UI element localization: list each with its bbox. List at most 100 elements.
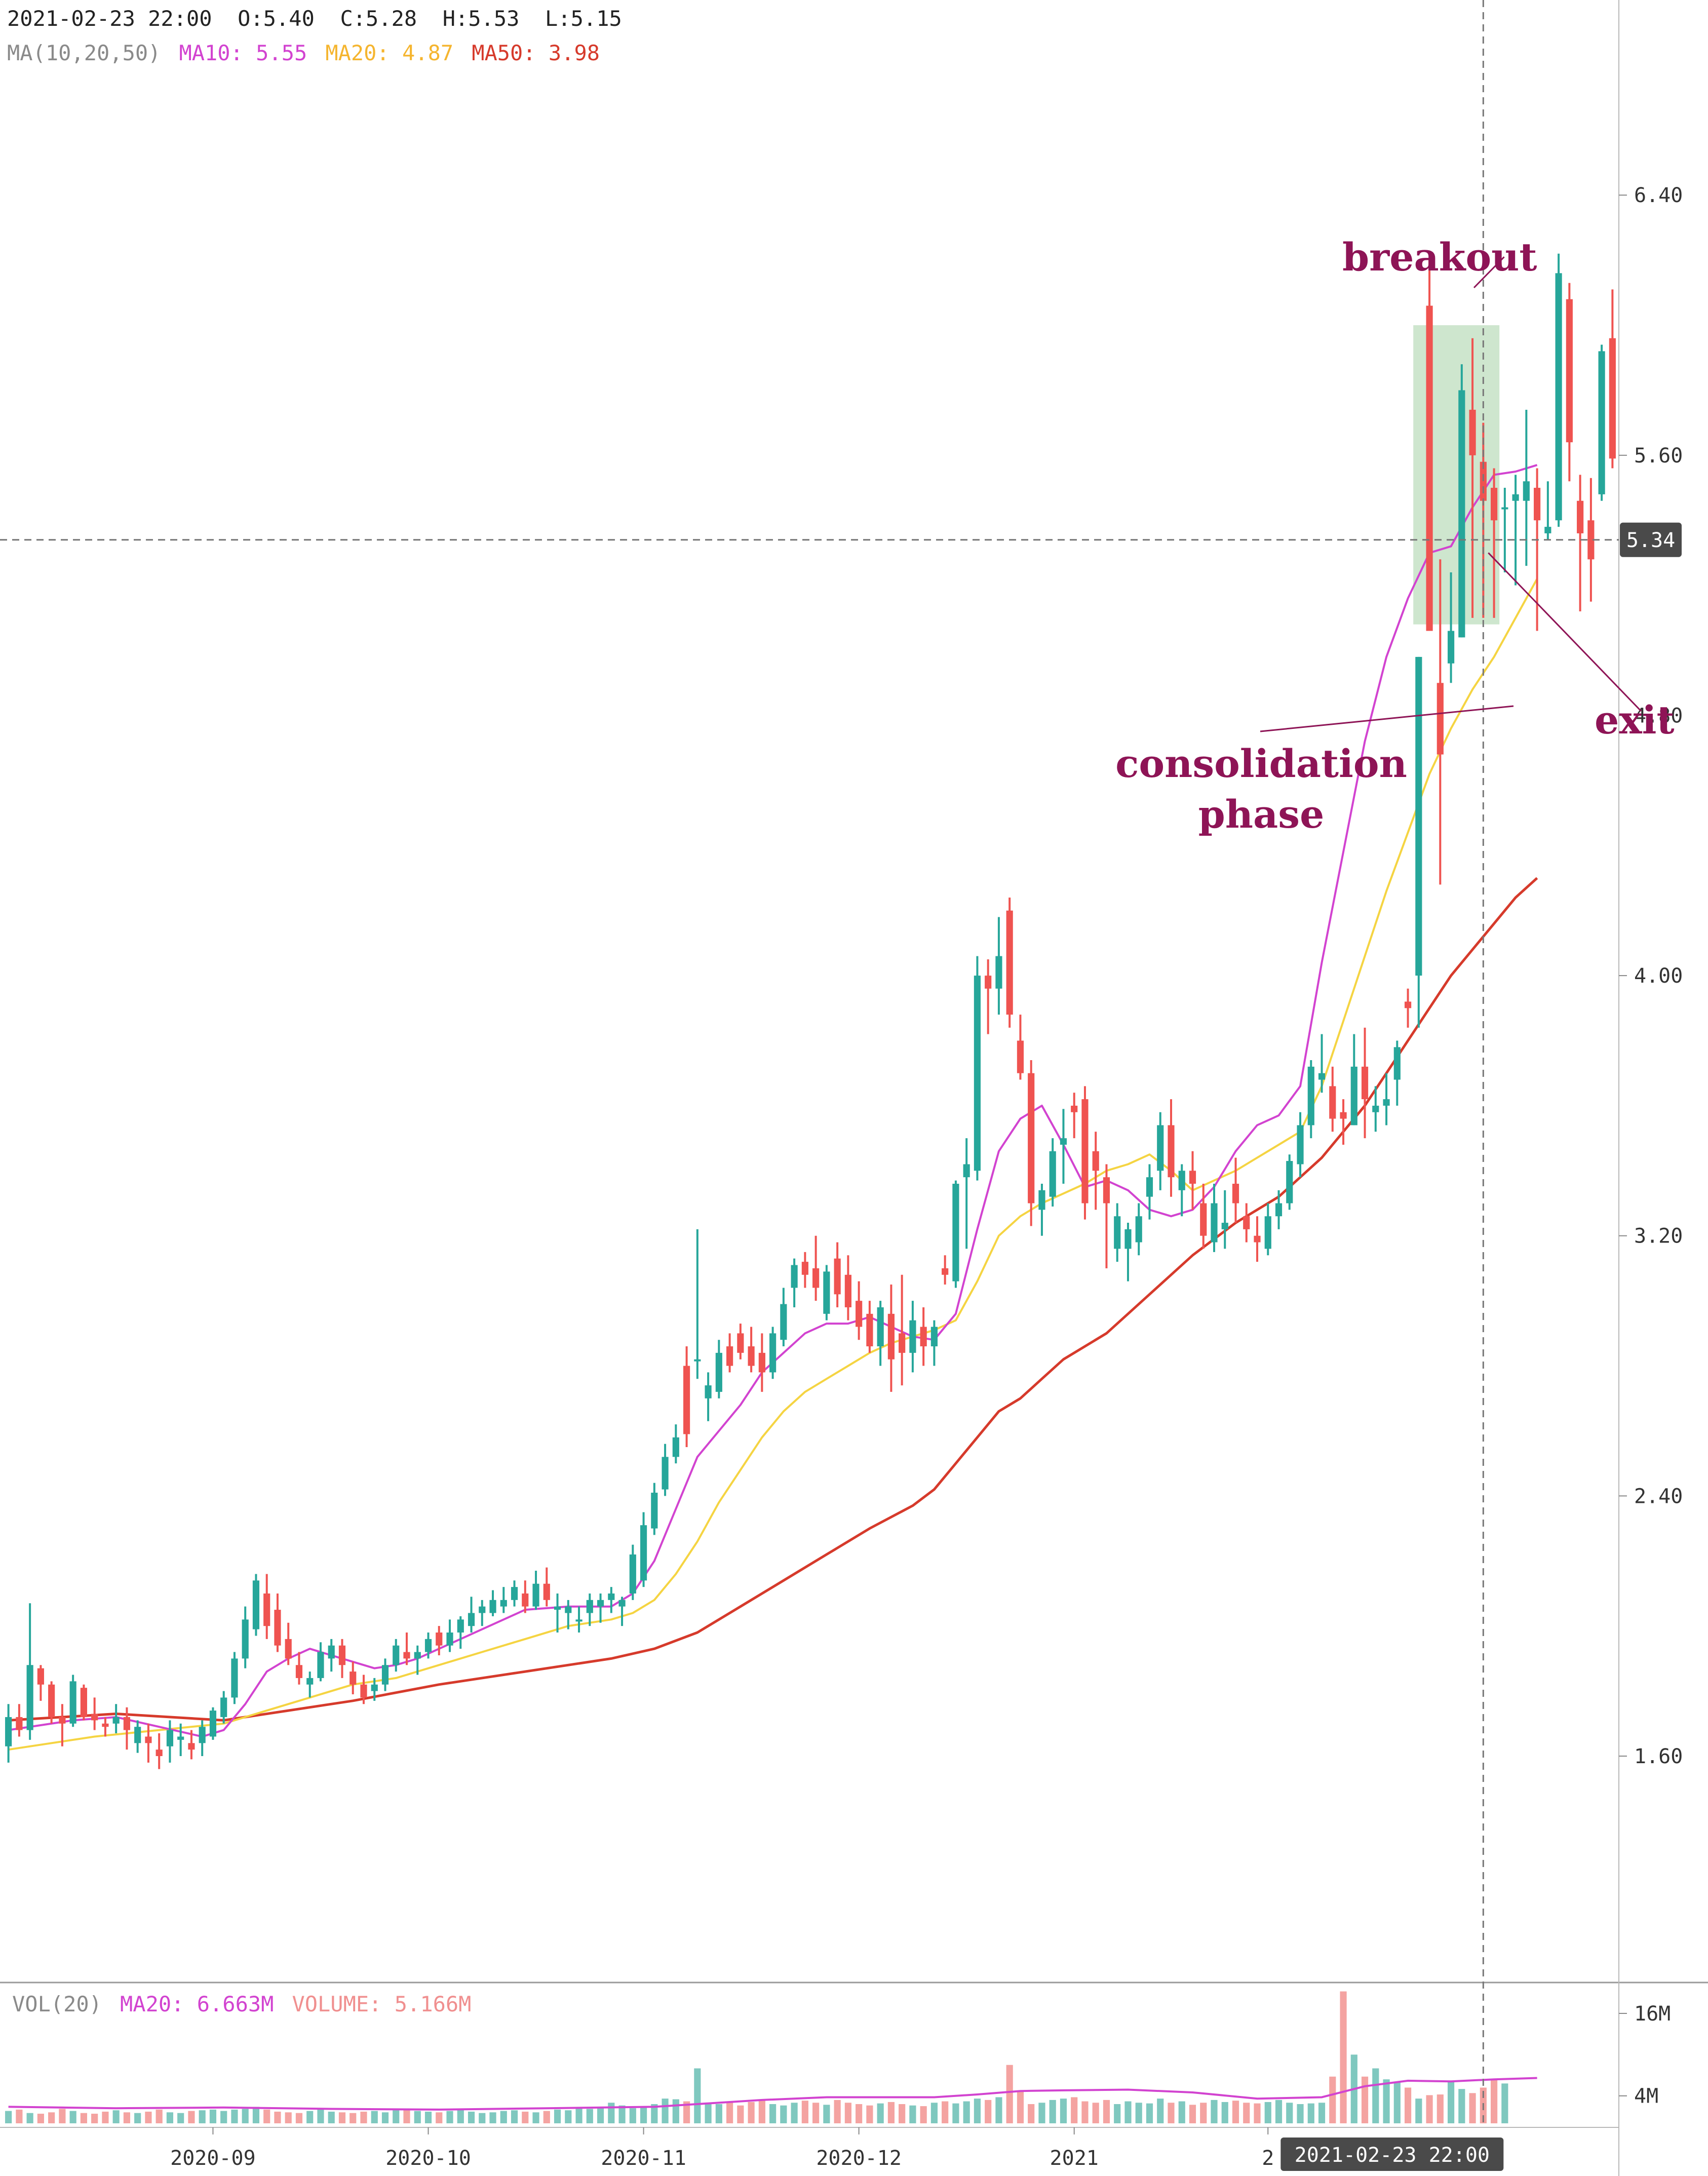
candle-body xyxy=(328,1645,335,1659)
candle xyxy=(5,1704,12,1763)
candle xyxy=(1006,898,1013,1028)
candle xyxy=(920,1307,927,1366)
candle-body xyxy=(1555,273,1562,521)
candle xyxy=(554,1593,561,1633)
candle xyxy=(1243,1203,1250,1242)
volume-bar xyxy=(726,2103,733,2123)
price-tick-label: 5.60 xyxy=(1634,444,1683,468)
candle-body xyxy=(414,1652,421,1659)
volume-bar xyxy=(1243,2103,1250,2123)
volume-bar xyxy=(856,2104,863,2123)
candle xyxy=(1426,260,1433,631)
candle-body xyxy=(1372,1105,1379,1112)
candle xyxy=(1189,1151,1196,1210)
candle-body xyxy=(1447,631,1455,664)
candle xyxy=(59,1704,66,1746)
candle-body xyxy=(586,1600,593,1613)
volume-bar xyxy=(209,2109,217,2123)
volume-bar xyxy=(156,2109,163,2123)
candle xyxy=(866,1301,873,1353)
volume-bar xyxy=(1135,2103,1142,2123)
candle xyxy=(1383,1073,1390,1125)
candle xyxy=(371,1678,378,1701)
candle-body xyxy=(1469,409,1476,455)
candle xyxy=(909,1301,916,1373)
candle xyxy=(446,1619,453,1652)
candle-body xyxy=(1189,1171,1196,1184)
time-tick-label: 2021 xyxy=(1050,2147,1099,2170)
consolidation-pointer xyxy=(1260,705,1514,732)
candle xyxy=(403,1633,410,1665)
breakout-pointer xyxy=(1473,256,1505,289)
candle xyxy=(1555,253,1562,527)
candle-body xyxy=(856,1301,863,1327)
candle-body xyxy=(1081,1099,1089,1203)
candle xyxy=(995,917,1002,1015)
volume-bar xyxy=(1103,2100,1110,2123)
candle-body xyxy=(37,1668,44,1685)
candle-body xyxy=(446,1633,453,1646)
candle xyxy=(220,1691,227,1724)
volume-bar xyxy=(834,2100,841,2123)
volume-bar xyxy=(608,2103,615,2123)
candle xyxy=(856,1281,863,1340)
candle xyxy=(618,1597,626,1626)
candle xyxy=(134,1720,141,1753)
candle-body xyxy=(338,1645,346,1665)
candle xyxy=(823,1265,830,1320)
candle-body xyxy=(920,1327,927,1347)
volume-bar xyxy=(1254,2103,1261,2123)
candle-body xyxy=(565,1606,572,1613)
candle xyxy=(1135,1203,1142,1256)
candle-body xyxy=(1329,1086,1336,1119)
candle-body xyxy=(1297,1125,1304,1164)
volume-bar xyxy=(112,2110,120,2123)
candle-body xyxy=(930,1327,938,1347)
volume-bar xyxy=(436,2112,443,2123)
volume-bar xyxy=(1211,2100,1218,2123)
candle xyxy=(80,1684,87,1721)
candle-body xyxy=(1609,338,1616,459)
volume-bar xyxy=(511,2110,518,2123)
candle xyxy=(974,956,981,1181)
candle-body xyxy=(1361,1066,1369,1100)
volume-bar xyxy=(350,2113,357,2123)
candle-body xyxy=(985,976,992,989)
candle xyxy=(769,1327,777,1379)
candle-body xyxy=(575,1619,583,1622)
candle-body xyxy=(511,1587,518,1600)
volume-bar xyxy=(780,2105,787,2123)
candle-body xyxy=(1211,1203,1218,1242)
candle-body xyxy=(1264,1216,1271,1249)
volume-bar xyxy=(1049,2100,1056,2123)
volume-bar xyxy=(1490,2079,1498,2123)
candle xyxy=(1038,1184,1045,1236)
candle-body xyxy=(285,1639,292,1659)
candle xyxy=(48,1681,55,1724)
candle xyxy=(1297,1112,1304,1178)
candle xyxy=(1211,1184,1218,1252)
candle xyxy=(1587,478,1595,602)
candle xyxy=(1092,1132,1099,1210)
candle-body xyxy=(145,1736,152,1743)
candle xyxy=(1254,1216,1261,1262)
candle-body xyxy=(371,1684,378,1691)
volume-bar xyxy=(414,2111,421,2123)
candle-body xyxy=(231,1658,238,1698)
volume-bar xyxy=(694,2068,701,2123)
candle xyxy=(758,1333,765,1392)
volume-bar xyxy=(102,2111,109,2123)
ma10-legend: MA10: 5.55 xyxy=(179,41,307,65)
candle-body xyxy=(543,1583,550,1600)
candle xyxy=(252,1574,260,1636)
volume-bar xyxy=(866,2105,873,2123)
candle-body xyxy=(1049,1151,1056,1197)
candle-body xyxy=(522,1593,529,1607)
volume-bar xyxy=(715,2104,722,2123)
volume-bar xyxy=(672,2099,679,2123)
ma50-line xyxy=(8,877,1538,1722)
candle xyxy=(1275,1190,1283,1229)
candle-body xyxy=(608,1593,615,1600)
volume-bar xyxy=(532,2112,539,2123)
